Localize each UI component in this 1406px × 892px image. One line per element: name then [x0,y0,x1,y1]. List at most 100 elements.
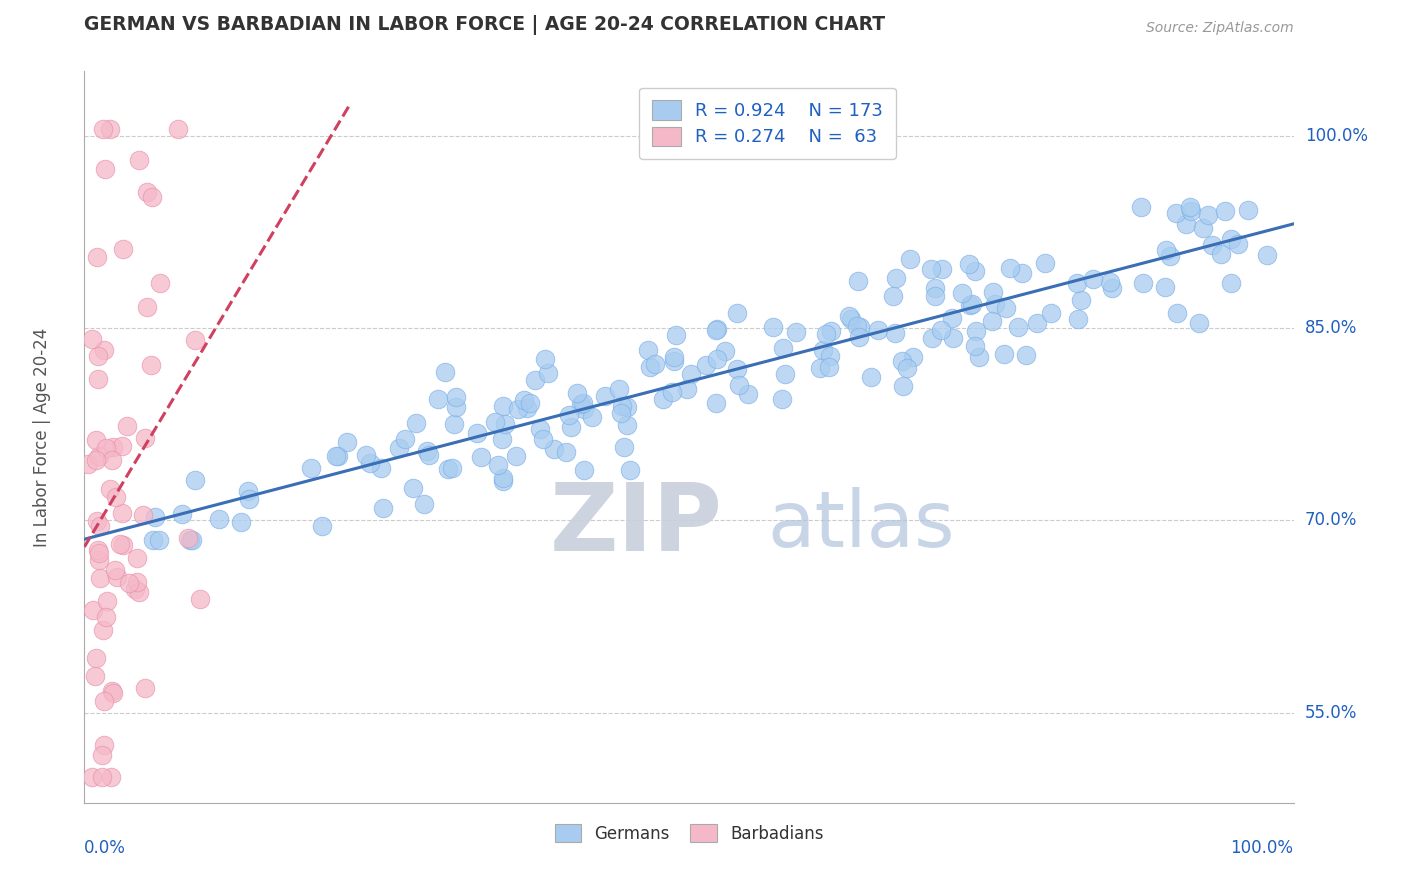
Point [610,399,633,413]
Point [1220,276,1243,290]
Point [1011,266,1033,280]
Point [87,552,110,566]
Text: 0.0%: 0.0% [84,839,127,857]
Point [661,384,683,399]
Point [90,747,112,762]
Point [1174,217,1197,231]
Text: 55.0%: 55.0% [1305,704,1357,722]
Point [839,312,862,326]
Point [941,310,963,325]
Point [1154,279,1177,293]
Point [644,357,666,371]
Point [101,440,124,454]
Point [1159,249,1181,263]
Point [675,382,697,396]
Text: 85.0%: 85.0% [1305,319,1357,337]
Point [142,533,165,547]
Point [104,563,127,577]
Point [135,300,157,314]
Point [770,392,793,406]
Point [593,388,616,402]
Point [299,460,322,475]
Point [94,441,117,455]
Point [959,298,981,312]
Point [572,463,595,477]
Point [706,322,728,336]
Point [166,122,188,136]
Point [811,343,834,358]
Point [98,482,121,496]
Point [444,390,467,404]
Point [1211,247,1233,261]
Point [86,514,108,528]
Point [89,571,111,585]
Point [543,442,565,456]
Point [1215,204,1237,219]
Point [101,686,124,700]
Point [505,450,527,464]
Point [679,367,702,381]
Point [184,473,207,487]
Point [950,285,973,300]
Point [184,333,207,347]
Point [808,360,831,375]
Point [82,770,104,784]
Point [896,360,918,375]
Point [651,392,673,407]
Point [1178,200,1201,214]
Point [326,449,349,463]
Point [529,422,551,436]
Point [100,122,122,136]
Point [581,409,603,424]
Point [90,770,112,784]
Point [772,341,794,355]
Point [994,301,1017,315]
Point [125,574,148,589]
Point [1129,200,1152,214]
Legend: Germans, Barbadians: Germans, Barbadians [548,817,830,849]
Point [170,507,193,521]
Point [519,395,541,409]
Point [960,297,983,311]
Point [506,401,529,416]
Point [86,250,108,264]
Point [957,256,980,270]
Point [134,432,156,446]
Point [236,483,259,498]
Point [388,441,411,455]
Point [86,372,108,386]
Point [838,309,860,323]
Point [560,420,582,434]
Point [139,358,162,372]
Point [84,434,107,448]
Point [1067,312,1090,326]
Point [848,330,870,344]
Point [412,497,434,511]
Point [815,327,838,342]
Point [725,362,748,376]
Point [609,382,631,396]
Point [1070,293,1092,307]
Point [920,262,942,277]
Point [111,539,134,553]
Point [89,518,111,533]
Point [512,392,534,407]
Point [567,386,589,401]
Point [105,491,128,505]
Point [91,623,114,637]
Point [124,582,146,596]
Point [882,288,904,302]
Point [134,681,156,696]
Point [859,370,882,384]
Point [531,432,554,446]
Point [931,262,953,277]
Point [1192,221,1215,235]
Point [179,533,201,547]
Point [87,449,110,463]
Text: GERMAN VS BARBADIAN IN LABOR FORCE | AGE 20-24 CORRELATION CHART: GERMAN VS BARBADIAN IN LABOR FORCE | AGE… [84,15,886,35]
Point [311,519,333,533]
Point [77,457,100,471]
Point [555,444,578,458]
Point [484,416,506,430]
Point [818,360,841,375]
